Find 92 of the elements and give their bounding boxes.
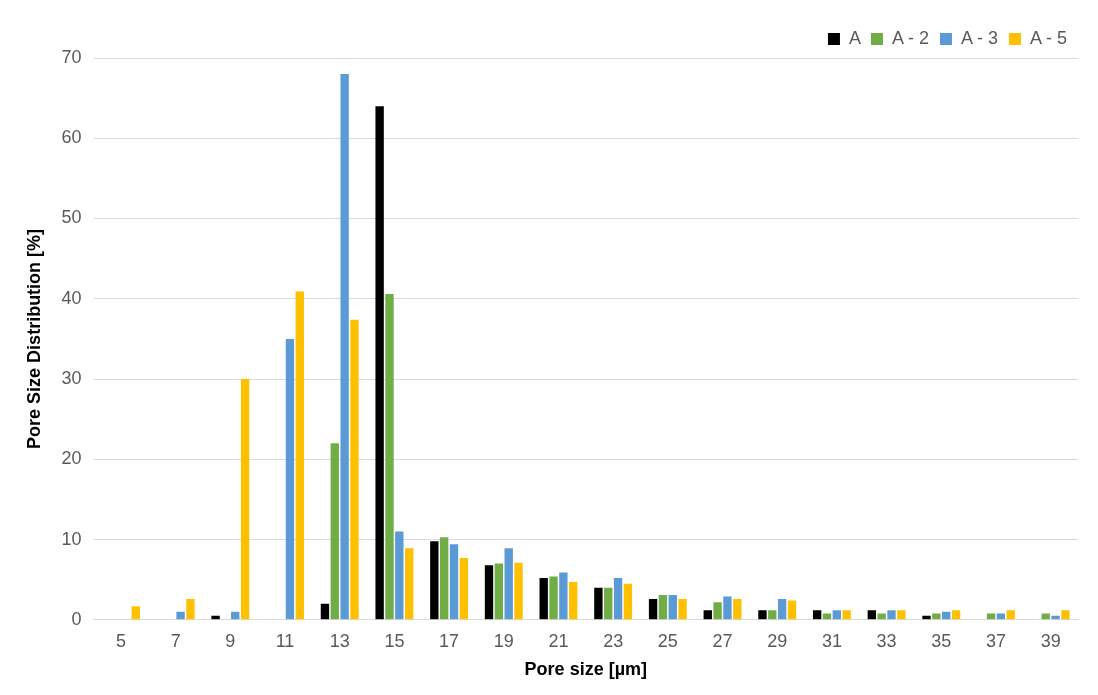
bar: [822, 613, 832, 620]
bar: [176, 611, 185, 620]
x-tick-label: 9: [225, 630, 236, 651]
bar: [713, 602, 722, 620]
bar: [678, 598, 687, 620]
bar: [395, 531, 404, 620]
x-tick-label: 23: [603, 630, 624, 651]
bar: [1006, 610, 1015, 620]
bar: [549, 576, 558, 620]
bar: [787, 600, 797, 620]
y-axis-title: Pore Size Distribution [%]: [23, 228, 44, 449]
x-tick-label: 29: [767, 630, 788, 651]
x-tick-label: 39: [1040, 630, 1061, 651]
bar: [668, 594, 677, 620]
bar: [539, 578, 548, 620]
x-axis-title: Pore size [µm]: [524, 659, 648, 680]
bar: [240, 379, 250, 620]
x-tick-label: 21: [548, 630, 569, 651]
bar: [484, 565, 494, 620]
x-tick-label: 27: [712, 630, 733, 651]
bar: [832, 610, 842, 620]
bar: [439, 537, 449, 620]
bar: [932, 613, 941, 620]
y-tick-label: 40: [61, 287, 82, 308]
bar: [1041, 613, 1050, 620]
bar: [777, 598, 787, 620]
bar: [504, 548, 513, 620]
y-tick-label: 20: [61, 448, 82, 469]
legend-label: A: [848, 27, 861, 48]
y-tick-label: 0: [71, 608, 82, 629]
bar: [887, 610, 896, 620]
bar: [385, 293, 394, 620]
bar: [996, 613, 1006, 620]
x-tick-label: 11: [275, 630, 295, 651]
bar: [986, 613, 996, 620]
bar: [842, 610, 851, 620]
x-tick-label: 25: [657, 630, 678, 651]
legend-label: A - 5: [1029, 27, 1068, 48]
bar: [768, 610, 777, 620]
bar: [1051, 615, 1060, 620]
x-tick-label: 35: [931, 630, 952, 651]
bar: [703, 610, 712, 620]
bar: [812, 610, 822, 620]
bar: [613, 578, 623, 620]
bar: [723, 596, 732, 620]
y-tick-label: 70: [61, 46, 82, 67]
y-tick-label: 50: [61, 207, 82, 228]
bar: [867, 610, 877, 620]
bar: [1061, 610, 1070, 620]
x-tick-label: 19: [493, 630, 514, 651]
bar: [877, 613, 886, 620]
legend-label: A - 3: [960, 27, 999, 48]
x-tick-label: 13: [329, 630, 350, 651]
bar: [330, 443, 339, 620]
legend-label: A - 2: [891, 27, 929, 48]
bar: [623, 583, 633, 620]
bar: [758, 610, 767, 620]
bar: [295, 291, 304, 620]
x-tick-label: 31: [821, 630, 842, 651]
bar: [375, 106, 384, 620]
bar: [404, 548, 414, 620]
bar: [951, 610, 961, 620]
bar: [658, 594, 668, 620]
x-tick-label: 33: [876, 630, 897, 651]
bar: [131, 606, 140, 620]
bar: [559, 572, 568, 620]
bar: [430, 541, 439, 620]
x-tick-label: 5: [115, 630, 126, 651]
bar: [449, 544, 459, 620]
bar: [897, 610, 906, 620]
bar: [648, 598, 658, 620]
x-tick-label: 15: [384, 630, 405, 651]
bar: [459, 558, 469, 620]
bar: [494, 563, 504, 620]
bar: [350, 319, 359, 620]
y-tick-label: 60: [61, 127, 82, 148]
x-tick-label: 17: [439, 630, 460, 651]
bar: [320, 603, 330, 620]
y-tick-label: 30: [61, 368, 82, 388]
x-tick-label: 7: [170, 630, 181, 651]
bar: [211, 615, 220, 620]
x-tick-label: 37: [985, 630, 1006, 651]
bar: [285, 338, 295, 620]
bar: [514, 562, 523, 620]
bar: [569, 582, 578, 620]
bar: [922, 615, 931, 620]
y-tick-label: 10: [61, 528, 82, 549]
bar: [604, 587, 613, 620]
bar: [186, 598, 195, 620]
bar: [733, 598, 742, 620]
bar: [340, 74, 349, 620]
bar: [594, 587, 603, 620]
